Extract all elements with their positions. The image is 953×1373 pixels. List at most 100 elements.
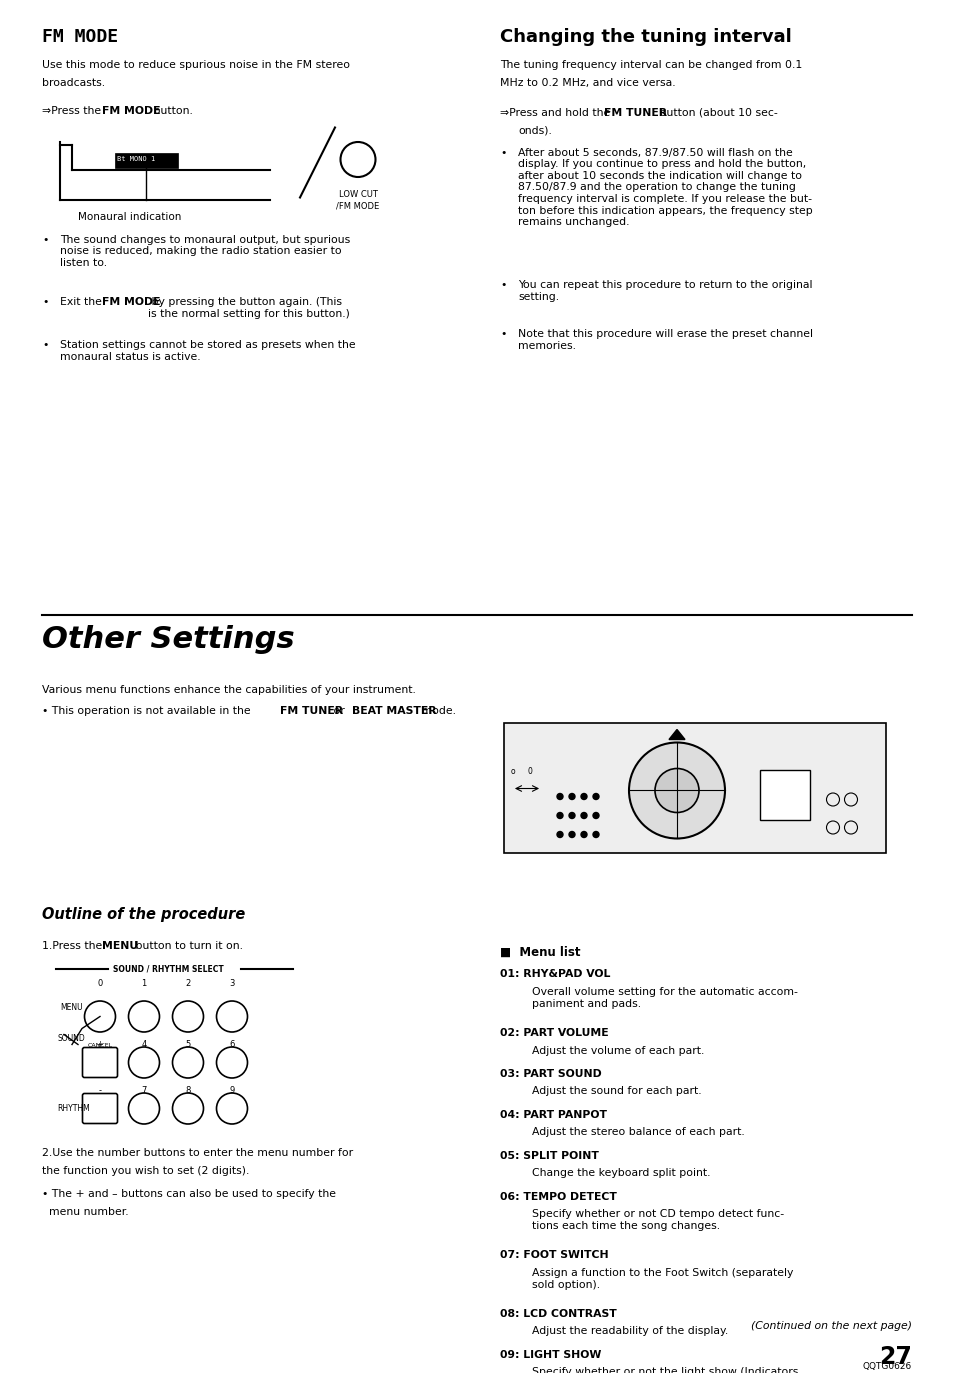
Text: MENU: MENU: [60, 1004, 83, 1012]
Text: 4: 4: [141, 1039, 147, 1049]
Text: Adjust the readability of the display.: Adjust the readability of the display.: [532, 1326, 727, 1336]
Text: FM MODE: FM MODE: [102, 106, 160, 115]
Text: menu number.: menu number.: [42, 1207, 129, 1216]
Circle shape: [340, 141, 375, 177]
Text: Exit the: Exit the: [60, 297, 105, 308]
Circle shape: [568, 794, 575, 799]
Bar: [760, 770, 809, 821]
Text: Other Settings: Other Settings: [42, 625, 294, 654]
Circle shape: [843, 821, 857, 833]
Text: 07: FOOT SWITCH: 07: FOOT SWITCH: [499, 1251, 608, 1260]
Text: /FM MODE: /FM MODE: [336, 202, 379, 210]
Circle shape: [216, 1093, 247, 1124]
Text: MENU: MENU: [102, 942, 138, 951]
Text: MHz to 0.2 MHz, and vice versa.: MHz to 0.2 MHz, and vice versa.: [499, 77, 675, 88]
Text: 6: 6: [229, 1039, 234, 1049]
Text: • The + and – buttons can also be used to specify the: • The + and – buttons can also be used t…: [42, 1189, 335, 1200]
Text: o: o: [511, 768, 515, 777]
Text: Adjust the sound for each part.: Adjust the sound for each part.: [532, 1086, 700, 1097]
Circle shape: [172, 1001, 203, 1032]
Text: You can repeat this procedure to return to the original
setting.: You can repeat this procedure to return …: [517, 280, 812, 302]
Circle shape: [568, 832, 575, 838]
Text: Change the keyboard split point.: Change the keyboard split point.: [532, 1168, 710, 1178]
Text: 2: 2: [185, 979, 191, 989]
Text: ⇒Press the: ⇒Press the: [42, 106, 105, 115]
Circle shape: [655, 769, 699, 813]
Text: The sound changes to monaural output, but spurious
noise is reduced, making the : The sound changes to monaural output, bu…: [60, 235, 350, 268]
Circle shape: [129, 1001, 159, 1032]
Text: button.: button.: [150, 106, 193, 115]
Text: 0: 0: [526, 768, 532, 777]
Circle shape: [129, 1093, 159, 1124]
Text: 27: 27: [879, 1346, 911, 1369]
Text: After about 5 seconds, 87.9/87.50 will flash on the
display. If you continue to : After about 5 seconds, 87.9/87.50 will f…: [517, 147, 812, 227]
Text: FM TUNER: FM TUNER: [603, 107, 666, 118]
Text: Assign a function to the Foot Switch (separately
sold option).: Assign a function to the Foot Switch (se…: [532, 1269, 793, 1289]
Text: FM TUNER: FM TUNER: [280, 707, 343, 717]
Text: -: -: [98, 1086, 101, 1096]
Circle shape: [825, 821, 839, 833]
Text: (Continued on the next page): (Continued on the next page): [750, 1321, 911, 1330]
Text: SOUND / RHYTHM SELECT: SOUND / RHYTHM SELECT: [112, 965, 224, 973]
Polygon shape: [668, 729, 684, 740]
Text: mode.: mode.: [417, 707, 456, 717]
Circle shape: [825, 794, 839, 806]
Text: button (about 10 sec-: button (about 10 sec-: [656, 107, 777, 118]
Text: the function you wish to set (2 digits).: the function you wish to set (2 digits).: [42, 1166, 249, 1177]
Text: 3: 3: [229, 979, 234, 989]
Text: broadcasts.: broadcasts.: [42, 77, 105, 88]
Text: 7: 7: [141, 1086, 147, 1096]
Text: The tuning frequency interval can be changed from 0.1: The tuning frequency interval can be cha…: [499, 60, 801, 70]
Text: Specify whether or not CD tempo detect func-
tions each time the song changes.: Specify whether or not CD tempo detect f…: [532, 1210, 783, 1232]
Text: Note that this procedure will erase the preset channel
memories.: Note that this procedure will erase the …: [517, 330, 812, 350]
Text: 1: 1: [141, 979, 147, 989]
Text: Various menu functions enhance the capabilities of your instrument.: Various menu functions enhance the capab…: [42, 685, 416, 695]
Text: 1.Press the: 1.Press the: [42, 942, 106, 951]
Circle shape: [85, 1001, 115, 1032]
Text: 06: TEMPO DETECT: 06: TEMPO DETECT: [499, 1192, 617, 1201]
Text: onds).: onds).: [517, 125, 551, 135]
Text: Bt MONO 1: Bt MONO 1: [117, 155, 155, 162]
Circle shape: [593, 794, 598, 799]
FancyBboxPatch shape: [114, 152, 177, 168]
Text: Adjust the volume of each part.: Adjust the volume of each part.: [532, 1045, 703, 1056]
Text: FM MODE: FM MODE: [42, 27, 118, 47]
Circle shape: [593, 813, 598, 818]
Text: ■  Menu list: ■ Menu list: [499, 946, 579, 958]
Text: •: •: [42, 341, 49, 350]
Text: 02: PART VOLUME: 02: PART VOLUME: [499, 1028, 608, 1038]
Text: FM MODE: FM MODE: [102, 297, 160, 308]
Text: Outline of the procedure: Outline of the procedure: [42, 908, 245, 923]
Circle shape: [843, 794, 857, 806]
Text: 0: 0: [97, 979, 103, 989]
Circle shape: [557, 794, 562, 799]
Text: •: •: [499, 147, 506, 158]
Text: 9: 9: [229, 1086, 234, 1096]
Text: 8: 8: [185, 1086, 191, 1096]
Text: 2.Use the number buttons to enter the menu number for: 2.Use the number buttons to enter the me…: [42, 1148, 353, 1159]
Circle shape: [580, 813, 586, 818]
Text: • This operation is not available in the: • This operation is not available in the: [42, 707, 253, 717]
Text: Station settings cannot be stored as presets when the
monaural status is active.: Station settings cannot be stored as pre…: [60, 341, 355, 361]
Text: button to turn it on.: button to turn it on.: [132, 942, 243, 951]
Text: Monaural indication: Monaural indication: [78, 211, 181, 221]
Text: +: +: [96, 1039, 103, 1049]
Circle shape: [628, 743, 724, 839]
Text: 08: LCD CONTRAST: 08: LCD CONTRAST: [499, 1308, 616, 1319]
FancyBboxPatch shape: [82, 1093, 117, 1123]
FancyBboxPatch shape: [503, 724, 885, 854]
Circle shape: [557, 832, 562, 838]
Circle shape: [580, 832, 586, 838]
Circle shape: [568, 813, 575, 818]
Circle shape: [593, 832, 598, 838]
Text: Changing the tuning interval: Changing the tuning interval: [499, 27, 791, 47]
Text: RHYTHM: RHYTHM: [57, 1104, 90, 1114]
Circle shape: [557, 813, 562, 818]
Text: or: or: [330, 707, 348, 717]
Circle shape: [172, 1093, 203, 1124]
Circle shape: [129, 1048, 159, 1078]
Text: Use this mode to reduce spurious noise in the FM stereo: Use this mode to reduce spurious noise i…: [42, 60, 350, 70]
Text: Adjust the stereo balance of each part.: Adjust the stereo balance of each part.: [532, 1127, 744, 1137]
Text: BEAT MASTER: BEAT MASTER: [352, 707, 436, 717]
Text: ⇒Press and hold the: ⇒Press and hold the: [499, 107, 613, 118]
